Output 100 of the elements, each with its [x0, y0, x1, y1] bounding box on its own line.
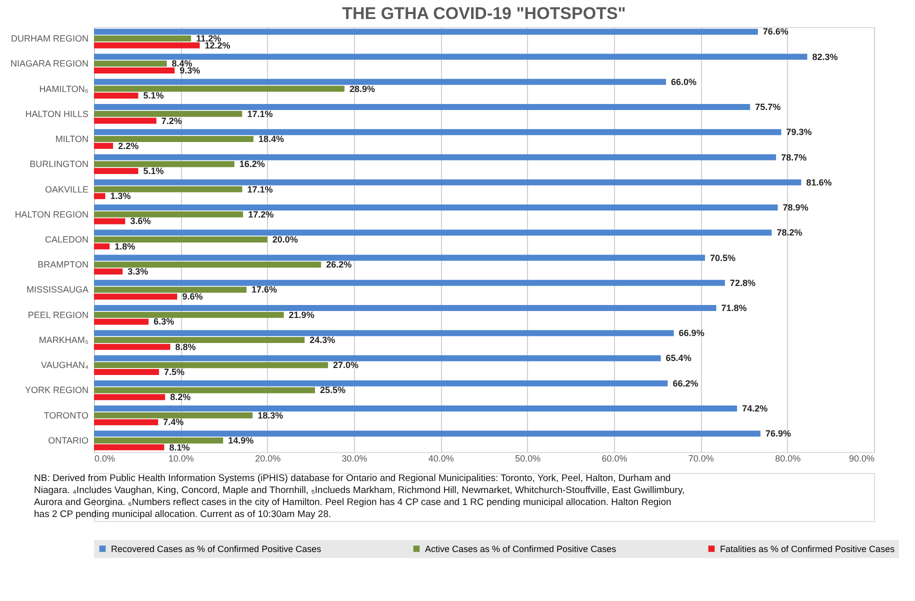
bar: [94, 412, 253, 418]
y-tick-label: BRAMPTON: [38, 260, 88, 270]
x-tick-label: 20.0%: [255, 454, 281, 464]
data-label: 1.3%: [110, 191, 131, 202]
data-label: 78.9%: [782, 202, 808, 213]
y-tick-label: HALTON REGION: [14, 209, 88, 220]
bar: [94, 355, 661, 362]
data-label: 2.2%: [118, 140, 139, 151]
bar: [94, 254, 705, 261]
x-tick-label: 30.0%: [342, 454, 368, 464]
data-label: 18.3%: [258, 410, 284, 420]
bar: [94, 318, 149, 325]
data-label: 16.2%: [239, 159, 265, 170]
data-label: 81.6%: [806, 177, 832, 188]
data-label: 66.9%: [678, 328, 704, 338]
y-tick-label: OAKVILLE: [44, 184, 88, 194]
bar: [94, 129, 782, 136]
bar: [94, 118, 156, 124]
data-label: 17.1%: [247, 184, 273, 194]
bar: [94, 262, 322, 268]
bar: [94, 286, 247, 293]
bar: [94, 362, 328, 368]
bar: [94, 304, 716, 311]
data-label: 82.3%: [812, 52, 838, 62]
bar: [94, 312, 284, 318]
bar: [94, 211, 244, 218]
data-label: 17.6%: [252, 284, 278, 295]
y-tick-label: PEEL REGION: [28, 310, 88, 320]
data-label: 5.1%: [143, 90, 164, 101]
data-label: 74.2%: [742, 403, 768, 414]
bar: [94, 380, 668, 386]
y-tick-label: MILTON: [55, 134, 88, 144]
bar: [94, 168, 138, 174]
data-label: 14.9%: [228, 435, 254, 446]
data-label: 79.3%: [786, 127, 812, 138]
data-label: 5.1%: [143, 166, 164, 176]
legend-label: Active Cases as % of Confirmed Positive Cases: [425, 544, 617, 554]
data-label: 12.2%: [204, 40, 230, 50]
bar: [94, 78, 666, 85]
bar: [94, 92, 138, 99]
bar: [94, 243, 110, 250]
bar: [94, 110, 242, 117]
legend-label: Fatalities as % of Confirmed Positive Cases: [720, 544, 896, 554]
data-label: 7.5%: [164, 366, 185, 377]
data-label: 18.4%: [258, 134, 284, 144]
bar: [94, 42, 200, 48]
y-tick-label: MISSISSAUGA: [26, 284, 88, 295]
data-label: 3.3%: [128, 266, 148, 276]
x-tick-label: 10.0%: [168, 454, 194, 464]
x-tick-label: 40.0%: [428, 454, 454, 464]
data-label: 24.3%: [310, 334, 336, 345]
bar: [94, 60, 167, 67]
bar: [94, 28, 758, 35]
y-tick-label: CALEDON: [44, 234, 88, 244]
data-label: 76.6%: [762, 26, 788, 37]
bar: [94, 136, 254, 142]
data-label: 17.2%: [248, 209, 274, 220]
bar: [94, 193, 106, 200]
bar: [94, 204, 778, 211]
data-label: 78.7%: [781, 152, 807, 162]
bar: [94, 230, 772, 236]
data-label: 21.9%: [288, 310, 314, 320]
bar: [94, 104, 750, 110]
data-label: 7.4%: [163, 417, 184, 428]
bar: [94, 405, 738, 412]
bar: [94, 186, 242, 192]
y-tick-label: BURLINGTON: [30, 159, 88, 170]
bar: [94, 268, 123, 274]
data-label: 28.9%: [349, 84, 375, 94]
data-label: 8.1%: [169, 442, 190, 452]
data-label: 27.0%: [333, 360, 359, 370]
x-tick-label: 60.0%: [602, 454, 628, 464]
data-label: 75.7%: [755, 102, 781, 112]
bar: [94, 344, 170, 350]
chart-title: THE GTHA COVID-19 "HOTSPOTS": [342, 4, 626, 23]
data-label: 65.4%: [666, 353, 692, 364]
bar: [94, 419, 158, 426]
bar: [94, 36, 192, 42]
data-label: 78.2%: [776, 228, 802, 238]
data-label: 72.8%: [730, 278, 756, 288]
data-label: 7.2%: [161, 116, 182, 126]
x-tick-label: 80.0%: [775, 454, 801, 464]
bar: [94, 54, 808, 60]
y-tick-label: DURHAM REGION: [10, 34, 88, 44]
bar: [94, 394, 166, 400]
x-tick-label: 90.0%: [848, 454, 874, 464]
data-label: 71.8%: [721, 302, 747, 313]
y-tick-label: MARKHAM₅: [38, 334, 89, 345]
data-label: 9.6%: [182, 292, 203, 302]
data-label: 6.3%: [154, 316, 174, 327]
data-label: 70.5%: [710, 252, 736, 263]
bar: [94, 280, 725, 286]
y-tick-label: TORONTO: [44, 410, 88, 420]
bar: [94, 86, 344, 92]
x-tick-label: 0.0%: [94, 454, 116, 464]
bar: [94, 161, 234, 168]
y-tick-label: HAMILTON₆: [39, 84, 89, 94]
y-tick-label: NIAGARA REGION: [10, 58, 88, 69]
bar: [94, 330, 674, 336]
data-label: 76.9%: [765, 428, 791, 439]
